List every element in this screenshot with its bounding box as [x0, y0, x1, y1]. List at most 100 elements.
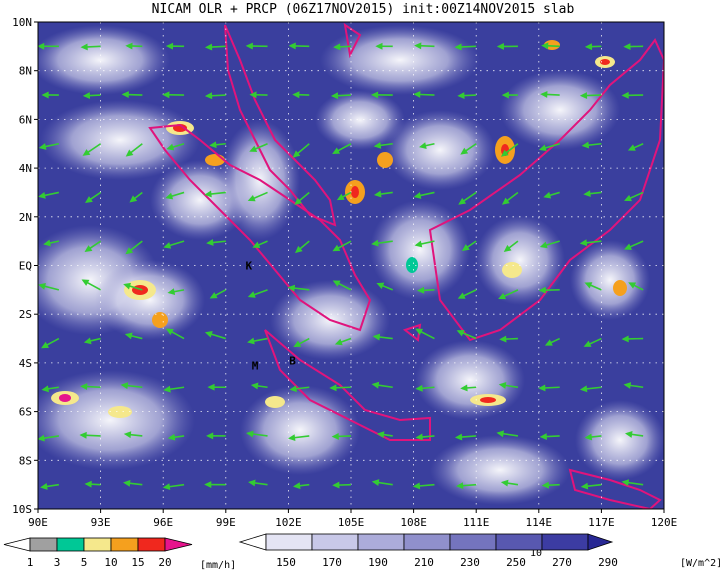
wind-vector-head	[85, 196, 93, 203]
precip-level-label: 1	[27, 556, 34, 569]
wind-vector-head	[204, 43, 213, 51]
wind-vector-head	[454, 433, 463, 441]
olr-level-label: 170	[322, 556, 342, 569]
olr-level-label: 250	[506, 556, 526, 569]
wind-vector-head	[501, 91, 509, 99]
wind-vector-head	[624, 194, 632, 202]
wind-vector-head	[460, 147, 469, 155]
wind-vector-head	[247, 337, 255, 345]
precip-colorbar-swatch	[137, 537, 166, 552]
wind-vector-head	[163, 385, 171, 393]
wind-vector-head	[581, 141, 590, 149]
lat-tick-label: 4S	[19, 357, 32, 370]
wind-vector-head	[83, 337, 92, 345]
wind-vector-head	[167, 288, 176, 296]
wind-vector-head	[541, 481, 549, 489]
wind-vector-head	[457, 292, 466, 299]
wind-vector-head	[415, 433, 423, 441]
wind-vector-head	[125, 149, 134, 157]
olr-level-label: 230	[460, 556, 480, 569]
wind-vector-head	[80, 383, 88, 391]
figure-title: NICAM OLR + PRCP (06Z17NOV2015) init:00Z…	[152, 2, 575, 17]
wind-vector-head	[330, 92, 339, 100]
wind-vector-head	[584, 433, 593, 441]
lon-tick-label: 90E	[28, 516, 48, 529]
wind-vector-head	[204, 92, 213, 100]
wind-vector-head	[252, 241, 261, 249]
wind-vector-head	[539, 241, 548, 249]
precip-colorbar: 1 3 5 10 15 20	[3, 537, 193, 569]
wind-vector-head	[289, 385, 297, 393]
wind-vector-head	[292, 91, 300, 99]
wind-vector-head	[82, 92, 91, 100]
place-label: K	[245, 260, 252, 273]
wind-vector-head	[84, 480, 92, 488]
wind-vector-head	[375, 42, 383, 50]
wind-vector-head	[129, 195, 138, 203]
wind-vector-head	[538, 384, 546, 392]
wind-vector-head	[43, 239, 51, 247]
wind-vector-head	[167, 433, 176, 441]
wind-vector-head	[292, 150, 301, 158]
reference-vector-label: 10	[530, 548, 542, 559]
wind-vector-head	[543, 191, 552, 199]
lat-tick-label: 4N	[19, 162, 32, 175]
lon-tick-label: 111E	[463, 516, 490, 529]
lat-tick-label: EQ	[19, 260, 32, 273]
wind-vector-head	[371, 479, 380, 486]
wind-vector-head	[332, 280, 341, 287]
wind-vector-head	[122, 479, 131, 487]
wind-vector-head	[40, 482, 48, 490]
wind-vector-head	[38, 191, 46, 199]
wind-vector-head	[121, 91, 129, 99]
map-panel: K M B	[37, 21, 665, 510]
olr-unit: [W/m^2]	[680, 558, 722, 569]
wind-vector-head	[498, 292, 507, 300]
wind-vector-head	[583, 340, 592, 347]
wind-vector-head	[38, 434, 45, 442]
wind-vector-head	[498, 382, 507, 389]
wind-vector-head	[246, 430, 254, 438]
wind-vector-head	[332, 481, 340, 489]
lon-tick-label: 117E	[588, 516, 615, 529]
wind-vector-head	[454, 43, 462, 51]
wind-vector-head	[503, 244, 512, 253]
wind-vector-head	[624, 243, 632, 250]
precip-colorbar-swatch	[110, 537, 139, 552]
wind-vector-head	[621, 335, 629, 343]
wind-vector-head	[79, 431, 87, 439]
wind-vector-head	[414, 42, 422, 50]
olr-level-label: 270	[552, 556, 572, 569]
olr-colorbar-swatch	[403, 533, 451, 551]
wind-vector-head	[80, 43, 88, 51]
olr-colorbar-swatch	[265, 533, 313, 551]
wind-vector-head	[412, 482, 421, 490]
wind-vector-head	[456, 329, 465, 337]
wind-vector-head	[207, 383, 215, 391]
wind-vector-head	[204, 190, 212, 198]
olr-colorbar-swatch	[541, 533, 589, 551]
lon-tick-label: 108E	[400, 516, 427, 529]
wind-vector-head	[165, 192, 174, 200]
wind-vector-head	[500, 479, 509, 487]
precip-colorbar-swatch	[29, 537, 58, 552]
lon-tick-label: 114E	[526, 516, 553, 529]
lat-tick-label: 6S	[19, 406, 32, 419]
wind-vector-head	[125, 247, 134, 255]
wind-vector-head	[81, 279, 90, 286]
wind-vector-head	[624, 430, 633, 438]
wind-vector-head	[460, 384, 468, 392]
grid-lines	[38, 22, 664, 509]
wind-vector-head	[165, 328, 174, 336]
wind-vector-head	[458, 197, 467, 205]
lat-tick-label: 10S	[12, 503, 32, 516]
wind-vector-head	[372, 333, 381, 341]
lon-tick-label: 93E	[91, 516, 111, 529]
olr-level-label: 210	[414, 556, 434, 569]
wind-vector-head	[538, 286, 546, 294]
wind-vector-head	[38, 42, 45, 50]
olr-level-label: 190	[368, 556, 388, 569]
lon-tick-label: 96E	[153, 516, 173, 529]
wind-vector-head	[416, 286, 425, 294]
